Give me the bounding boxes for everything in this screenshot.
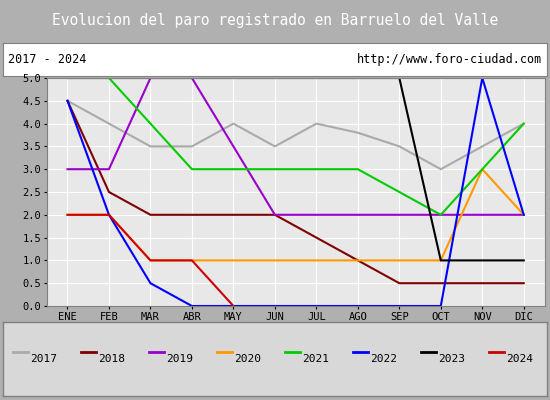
Text: 2017: 2017 <box>30 354 57 364</box>
Text: http://www.foro-ciudad.com: http://www.foro-ciudad.com <box>356 53 542 66</box>
Text: 2021: 2021 <box>302 354 329 364</box>
Text: 2017 - 2024: 2017 - 2024 <box>8 53 86 66</box>
Text: 2019: 2019 <box>166 354 193 364</box>
Text: 2020: 2020 <box>234 354 261 364</box>
Text: 2022: 2022 <box>370 354 397 364</box>
Text: 2018: 2018 <box>98 354 125 364</box>
Text: 2023: 2023 <box>438 354 465 364</box>
Text: Evolucion del paro registrado en Barruelo del Valle: Evolucion del paro registrado en Barruel… <box>52 14 498 28</box>
Text: 2024: 2024 <box>507 354 534 364</box>
